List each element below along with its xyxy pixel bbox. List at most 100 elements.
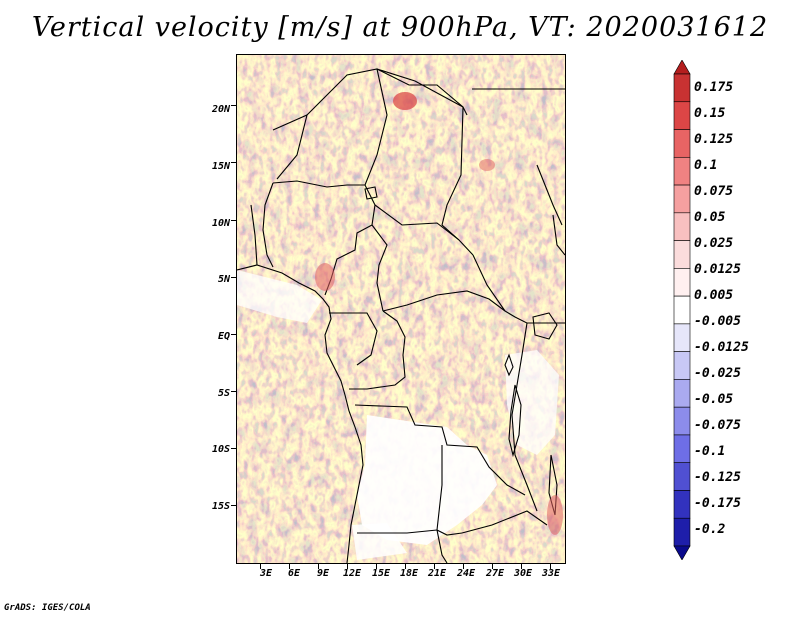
colorbar-label-neg0.075: -0.075 [694, 418, 741, 433]
red-core-north [393, 92, 417, 110]
lon-label-21e: 21E [427, 568, 447, 579]
calm-region-west [237, 270, 322, 323]
colorbar-label-0.0125: 0.0125 [694, 262, 741, 277]
lat-tick-4 [231, 333, 236, 335]
red-core-eastcoast [547, 495, 563, 535]
lon-tick-3 [346, 564, 348, 569]
lon-tick-9 [520, 564, 522, 569]
lake-victoria [532, 312, 558, 340]
lon-tick-5 [404, 564, 406, 569]
lon-label-9e: 9E [316, 568, 330, 579]
colorbar-segment-5 [673, 184, 691, 214]
lon-label-33e: 33E [541, 568, 561, 579]
lat-label-10n: 10N [211, 218, 230, 229]
border-niger-chad [364, 68, 388, 186]
lon-tick-7 [462, 564, 464, 569]
lat-tick-3 [231, 276, 236, 278]
border-car-south [382, 290, 506, 312]
lat-tick-7 [231, 504, 236, 506]
border-mali-niger [272, 114, 308, 180]
red-core-east [479, 159, 495, 171]
lon-tick-1 [289, 564, 291, 569]
map-panel [236, 54, 566, 564]
lat-tick-1 [231, 162, 236, 164]
colorbar-segment-1 [673, 73, 691, 103]
colorbar-label-neg0.125: -0.125 [694, 470, 741, 485]
lat-label-5n: 5N [217, 274, 230, 285]
lat-label-eq: EQ [217, 331, 230, 342]
border-drc-angola [354, 404, 526, 496]
colorbar-segment-4 [673, 156, 691, 186]
red-core-gulf [315, 263, 335, 291]
colorbar-label-0.05: 0.05 [694, 210, 726, 225]
lake-tanganyika [508, 384, 522, 458]
lake-chad [364, 186, 378, 200]
border-zambia-south [461, 510, 548, 534]
colorbar-segment-10 [673, 323, 691, 352]
colorbar-segment-18 [673, 545, 691, 560]
colorbar-segment-8 [673, 268, 691, 297]
lon-label-27e: 27E [485, 568, 505, 579]
border-benin-nigeria [262, 182, 274, 268]
lon-tick-4 [375, 564, 377, 569]
colorbar-segment-7 [673, 240, 691, 269]
border-togo [250, 204, 258, 266]
colorbar-segment-13 [673, 406, 691, 436]
lon-label-24e: 24E [456, 568, 476, 579]
colorbar [673, 60, 691, 560]
colorbar-label-neg0.2: -0.2 [694, 522, 726, 537]
border-cameroon-car [371, 224, 388, 312]
colorbar-segment-11 [673, 351, 691, 380]
colorbar-label-neg0.0125: -0.0125 [694, 340, 749, 355]
lat-label-20n: 20N [211, 104, 230, 115]
lon-tick-6 [433, 564, 435, 569]
colorbar-segment-0 [673, 60, 691, 75]
colorbar-segment-2 [673, 101, 691, 130]
country-boundaries [237, 68, 565, 563]
border-botswana [436, 529, 448, 563]
border-car-chad [374, 204, 460, 241]
calm-region-angola [352, 523, 407, 560]
colorbar-label-neg0.05: -0.05 [694, 392, 734, 407]
border-east-coast [552, 214, 565, 256]
lon-label-6e: 6E [287, 568, 301, 579]
lat-label-15s: 15S [211, 501, 230, 512]
colorbar-label-neg0.005: -0.005 [694, 314, 741, 329]
colorbar-label-0.15: 0.15 [694, 106, 726, 121]
colorbar-segment-16 [673, 490, 691, 519]
lon-tick-0 [260, 564, 262, 569]
border-car-sudan [472, 254, 506, 312]
colorbar-segment-17 [673, 517, 691, 547]
border-namibia [357, 529, 438, 534]
colorbar-label-neg0.1: -0.1 [694, 444, 726, 459]
lon-tick-10 [549, 564, 551, 569]
border-libya-chad [376, 68, 464, 108]
lat-tick-6 [231, 447, 236, 449]
colorbar-label-0.005: 0.005 [694, 288, 734, 303]
colorbar-label-0.025: 0.025 [694, 236, 734, 251]
colorbar-label-0.125: 0.125 [694, 132, 734, 147]
lon-label-3e: 3E [259, 568, 273, 579]
lon-label-12e: 12E [342, 568, 362, 579]
lat-tick-5 [231, 390, 236, 392]
lat-label-5s: 5S [217, 388, 230, 399]
colorbar-label-0.175: 0.175 [694, 80, 734, 95]
colorbar-segment-15 [673, 462, 691, 491]
colorbar-segment-9 [673, 295, 691, 325]
colorbar-label-neg0.175: -0.175 [694, 496, 741, 511]
vertical-velocity-field [237, 55, 565, 563]
calm-region-south [357, 415, 497, 545]
lon-label-18e: 18E [399, 568, 419, 579]
colorbar-label-0.1: 0.1 [694, 158, 718, 173]
plot-title: Vertical velocity [m/s] at 900hPa, VT: 2… [31, 12, 769, 43]
colorbar-segment-12 [673, 379, 691, 408]
border-gabon [329, 312, 378, 366]
coastline-west [237, 264, 364, 563]
colorbar-segment-6 [673, 212, 691, 241]
colorbar-label-0.075: 0.075 [694, 184, 734, 199]
colorbar-segment-3 [673, 129, 691, 158]
border-congo-drc [349, 310, 406, 390]
border-drc-east [511, 384, 538, 512]
lon-label-15e: 15E [371, 568, 391, 579]
grads-credit: GrADS: IGES/COLA [4, 603, 91, 613]
